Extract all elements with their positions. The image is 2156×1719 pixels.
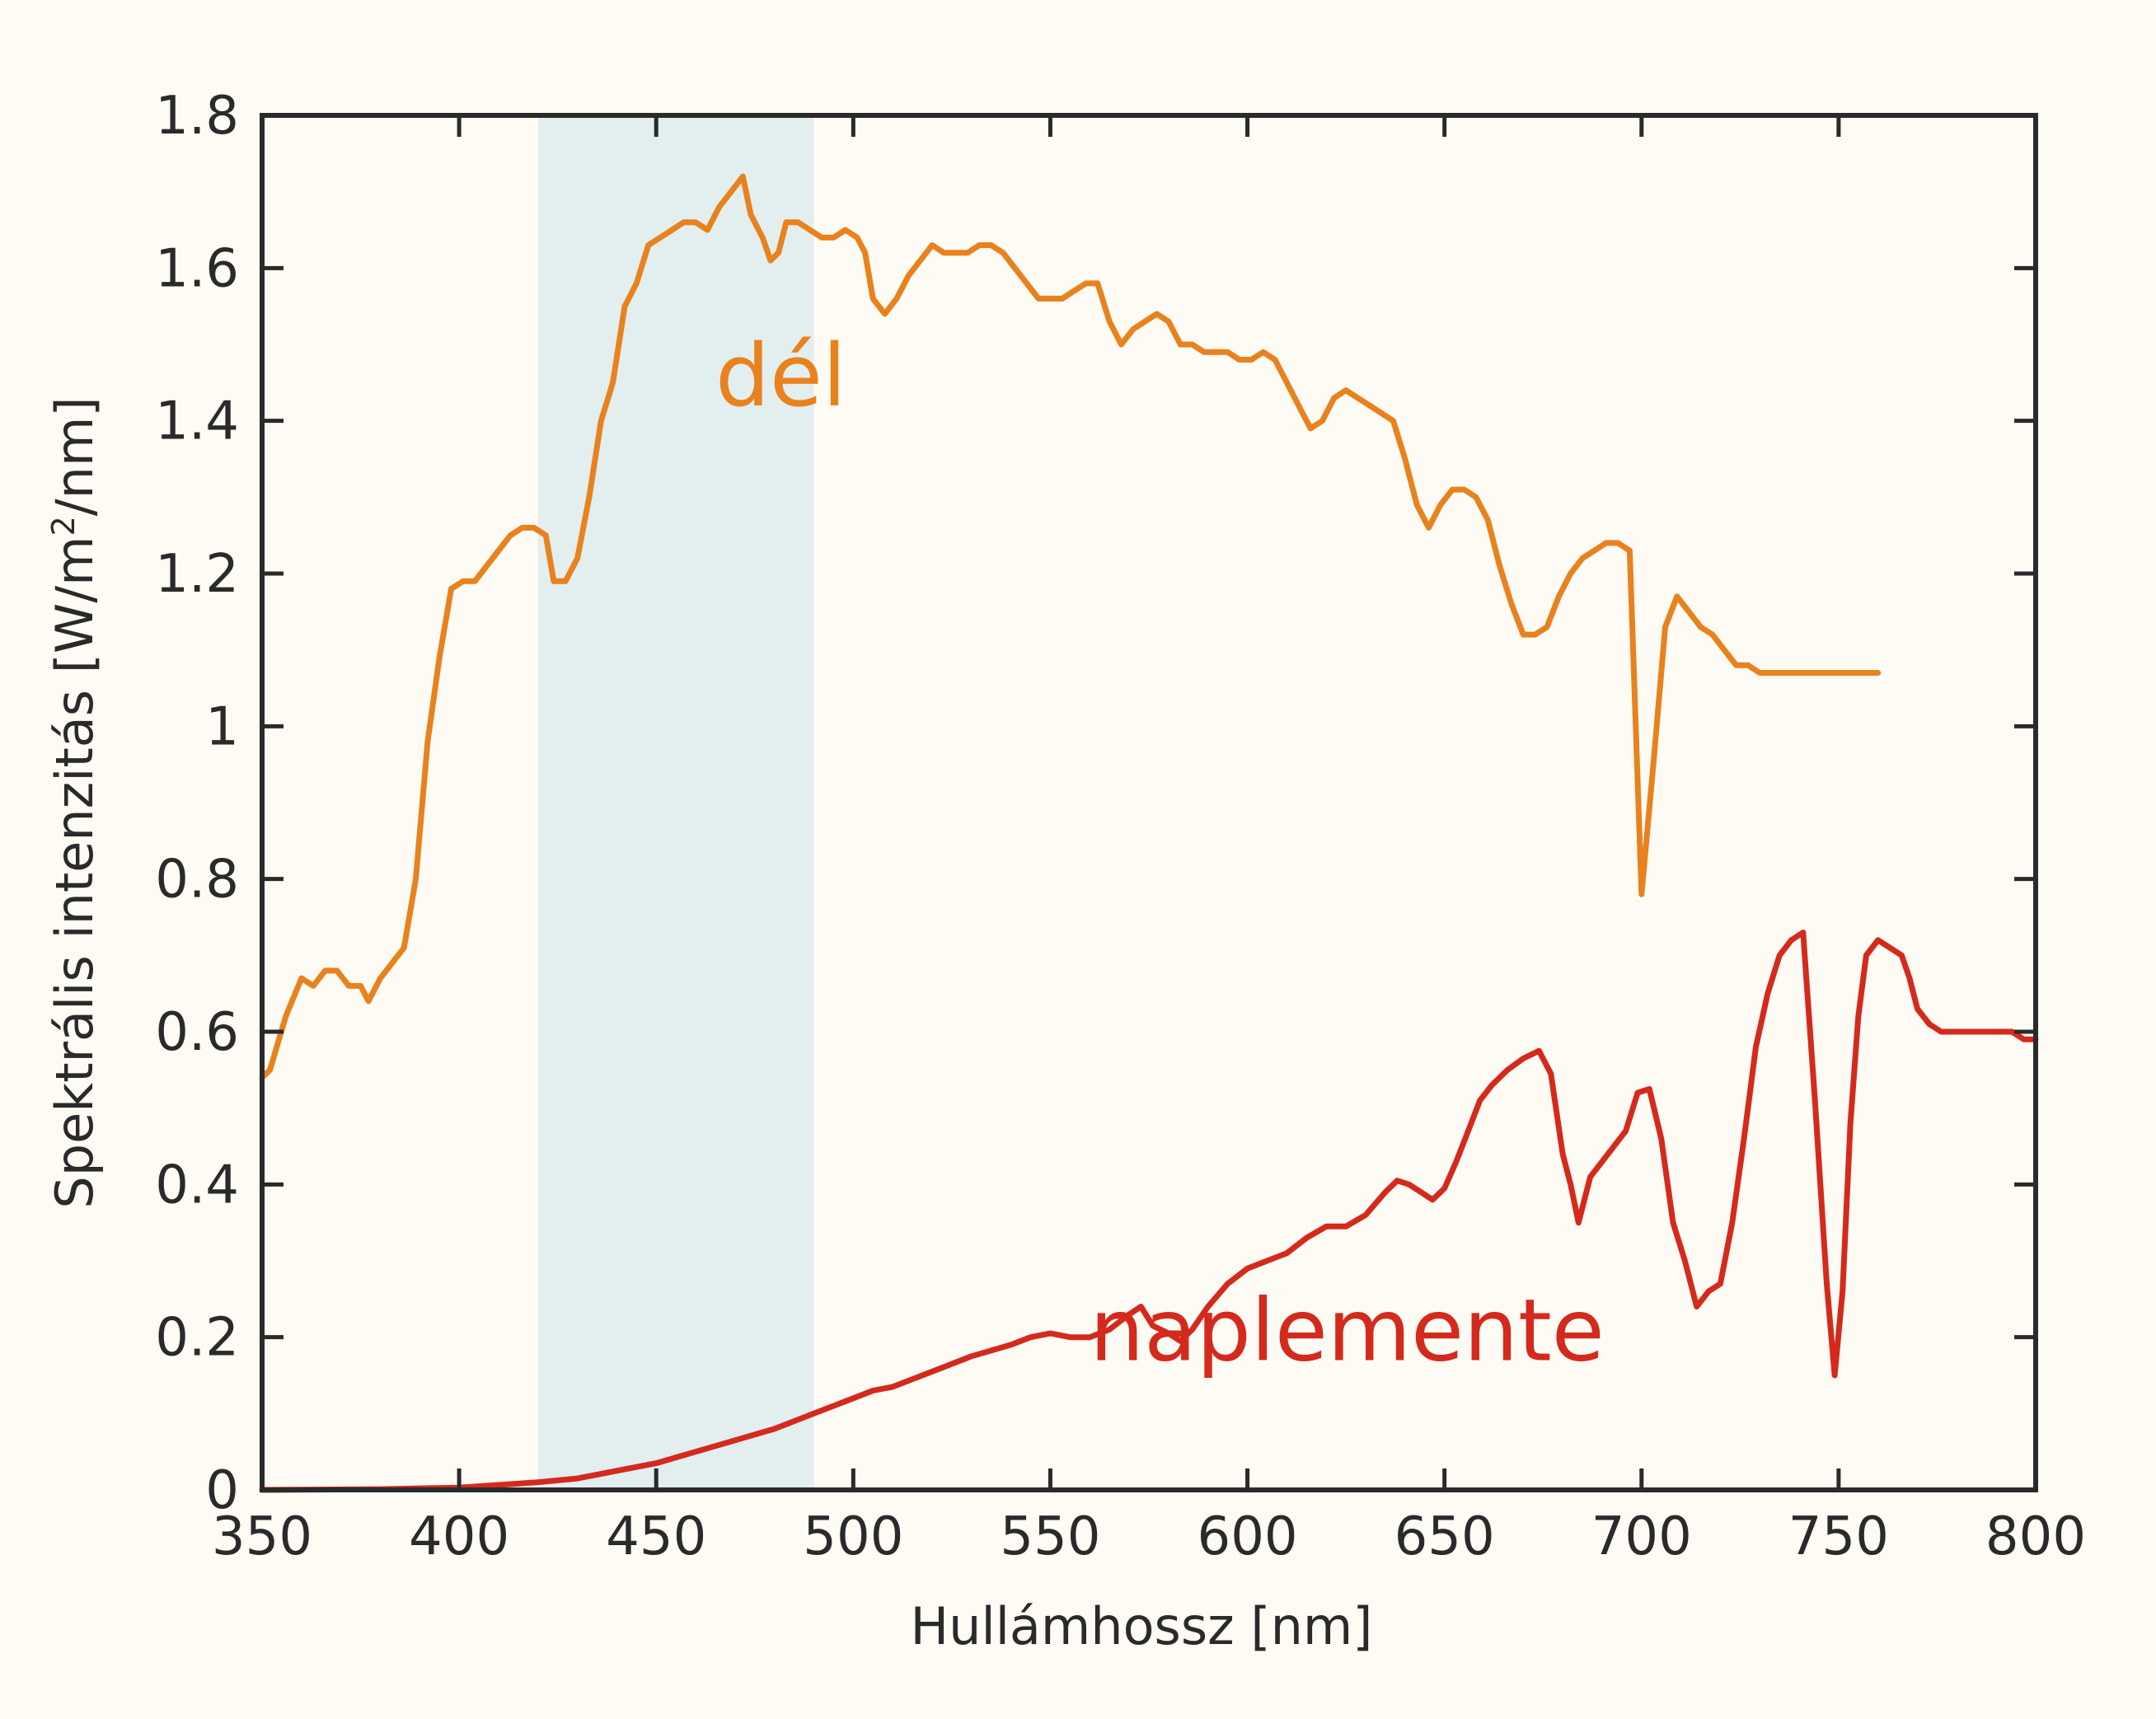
highlight-band-layer [537,115,814,1490]
x-tick-label: 600 [1197,1506,1297,1567]
y-tick-label: 1.4 [155,391,239,452]
series-label-0: dél [715,326,846,426]
plot-frame [260,113,2038,1492]
x-tick-label: 350 [212,1506,312,1567]
series-label-1: naplemente [1090,1280,1605,1380]
series-line-0 [259,173,1882,1081]
y-tick-label: 1.6 [155,238,239,299]
y-tick-label: 0.2 [155,1308,239,1369]
y-axis-title: Spektrális intenzitás [W/m2/nm] [45,396,105,1208]
y-tick-label: 0 [205,1460,239,1521]
y-tick-label: 0.6 [155,1002,239,1063]
x-tick-label: 400 [409,1506,509,1567]
series-label-layer: dél naplemente [715,326,1605,1380]
series-layer [259,173,2039,1493]
y-tick-label: 1 [205,696,239,757]
y-tick-label: 1.2 [155,544,239,605]
y-tick-label: 0.4 [155,1155,239,1215]
series-line-1 [259,930,2039,1493]
x-axis-title: Hullámhossz [nm] [911,1596,1373,1656]
tick-layer: 350 400 450 500 550 600 650 700 750 800 0 0.2 0.4 0.6… [155,86,2086,1567]
x-tick-label: 700 [1591,1506,1692,1567]
x-tick-label: 800 [1985,1506,2086,1567]
x-tick-label: 650 [1394,1506,1495,1567]
x-tick-label: 750 [1788,1506,1889,1567]
y-tick-label: 1.8 [155,86,239,147]
x-tick-label: 500 [803,1506,903,1567]
y-axis-title-superscript: 2 [45,516,82,536]
x-tick-label: 450 [606,1506,706,1567]
x-tick-label: 550 [1000,1506,1100,1567]
y-tick-label: 0.8 [155,850,239,911]
y-axis-title-suffix: /nm] [45,396,105,516]
y-axis-title-prefix: Spektrális intenzitás [W/m [45,536,105,1208]
highlight-band [537,115,814,1490]
